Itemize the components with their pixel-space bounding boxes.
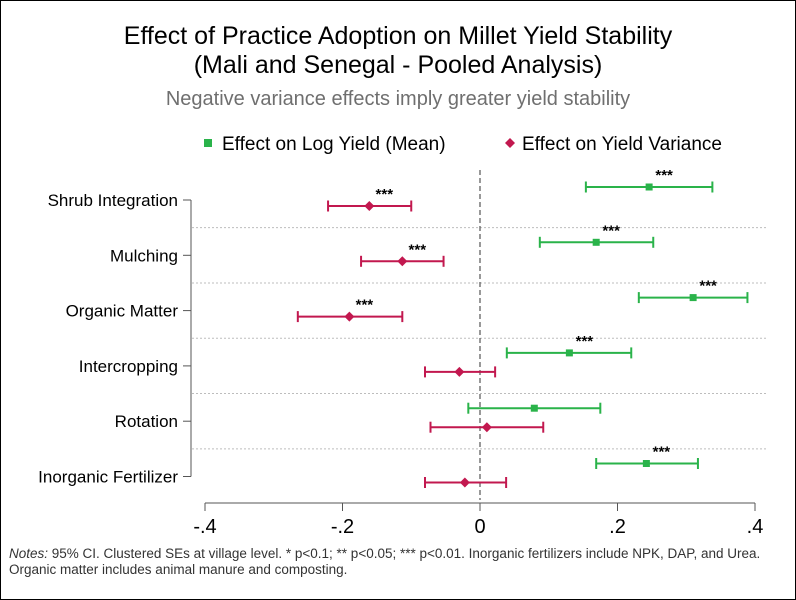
chart-subtitle: Negative variance effects imply greater … — [165, 88, 631, 110]
legend-variance-label: Effect on Yield Variance — [522, 134, 722, 155]
variance-estimate-marker — [481, 422, 492, 433]
x-tick-label: -.2 — [331, 516, 354, 538]
variance-estimate-marker — [454, 366, 465, 377]
chart-title-line-1: Effect of Practice Adoption on Millet Yi… — [123, 22, 673, 50]
y-tick-label: Rotation — [115, 412, 178, 431]
legend-variance-marker — [505, 138, 515, 148]
y-tick-label: Intercropping — [79, 357, 178, 376]
y-tick-label: Mulching — [110, 246, 178, 265]
significance-label: *** — [699, 278, 717, 295]
mean-estimate-marker — [642, 460, 650, 467]
x-tick-label: .4 — [747, 516, 764, 538]
significance-label: *** — [602, 222, 620, 239]
legend-mean-marker — [204, 139, 212, 147]
y-tick-label: Inorganic Fertilizer — [38, 468, 178, 487]
y-tick-label: Organic Matter — [66, 302, 179, 321]
significance-label: *** — [356, 297, 374, 314]
chart-notes: Notes: 95% CI. Clustered SEs at village … — [9, 546, 789, 578]
mean-estimate-marker — [530, 404, 538, 412]
legend-mean-label: Effect on Log Yield (Mean) — [222, 134, 446, 155]
variance-estimate-marker — [397, 256, 408, 267]
mean-estimate-marker — [645, 183, 653, 191]
mean-estimate-marker — [689, 294, 697, 302]
x-tick-label: 0 — [474, 516, 485, 538]
mean-estimate-marker — [592, 238, 600, 246]
coefficient-plot: Shrub Integration Mulching Organic Matter I… — [38, 134, 766, 538]
significance-label: *** — [576, 333, 594, 350]
significance-label: *** — [376, 186, 394, 203]
variance-estimate-marker — [344, 311, 355, 322]
significance-label: *** — [655, 167, 673, 184]
chart-title-line-2: (Mali and Senegal - Pooled Analysis) — [193, 51, 603, 79]
mean-estimate-marker — [565, 349, 573, 357]
x-tick-label: -.4 — [193, 516, 216, 538]
y-tick-label: Shrub Integration — [48, 191, 178, 210]
significance-label: *** — [653, 444, 671, 461]
notes-text: 95% CI. Clustered SEs at village level. … — [9, 546, 761, 577]
significance-label: *** — [409, 241, 427, 258]
notes-label: Notes: — [9, 546, 49, 561]
variance-estimate-marker — [364, 201, 375, 211]
x-tick-label: .2 — [609, 516, 626, 538]
variance-estimate-marker — [459, 477, 470, 488]
